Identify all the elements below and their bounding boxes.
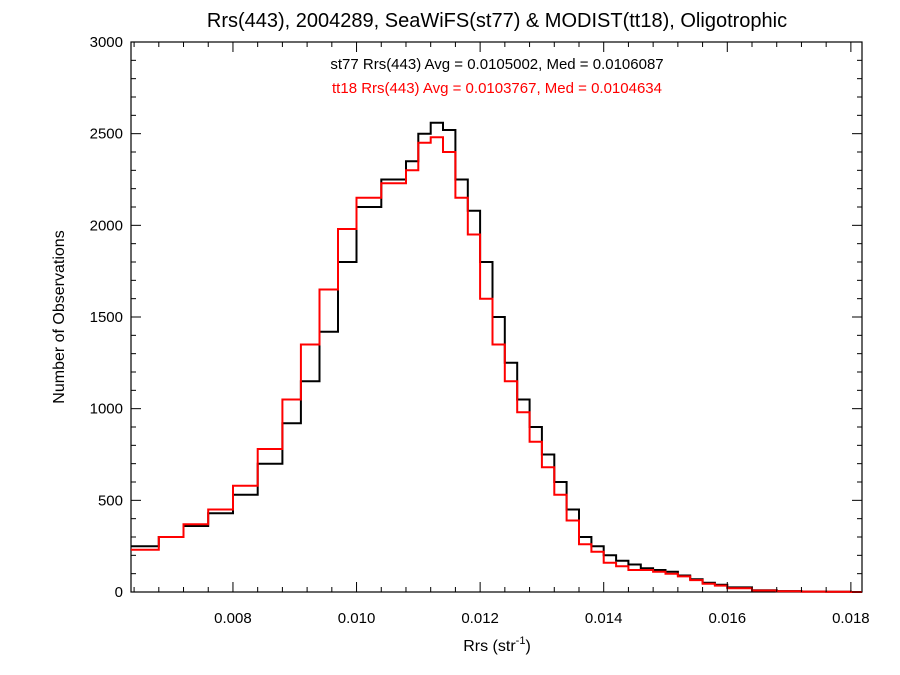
x-tick-label: 0.008 (214, 610, 252, 627)
y-axis-label: Number of Observations (51, 230, 68, 403)
y-tick-label: 2000 (90, 217, 123, 234)
series-layer (131, 121, 862, 593)
x-tick-label: 0.018 (832, 610, 870, 627)
x-tick-label: 0.016 (709, 610, 747, 627)
y-tick-label: 0 (115, 584, 123, 601)
x-axis-label-main: Rrs (str (463, 638, 516, 655)
y-tick-label: 500 (98, 492, 123, 509)
y-tick-label: 3000 (90, 34, 123, 51)
y-tick-label: 1500 (90, 309, 123, 326)
x-axis-label-sup: -1 (516, 635, 526, 647)
series-line-1 (131, 136, 862, 593)
axis-ticks: 0.008 0.010 0.012 0.014 0.016 0.018 0 500 1000 15… (90, 34, 870, 627)
x-axis-label: Rrs (str-1) (463, 635, 531, 655)
annotation-st77: st77 Rrs(443) Avg = 0.0105002, Med = 0.0… (330, 56, 663, 73)
y-tick-label: 2500 (90, 126, 123, 143)
x-tick-label: 0.014 (585, 610, 623, 627)
annotation-tt18: tt18 Rrs(443) Avg = 0.0103767, Med = 0.0… (332, 80, 662, 97)
y-tick-label: 1000 (90, 401, 123, 418)
plot-area: 0.008 0.010 0.012 0.014 0.016 0.018 0 500 1000 15… (90, 34, 870, 627)
series-line-0 (131, 121, 862, 593)
x-tick-label: 0.010 (338, 610, 376, 627)
chart-title: Rrs(443), 2004289, SeaWiFS(st77) & MODIS… (207, 10, 787, 32)
x-tick-label: 0.012 (461, 610, 499, 627)
x-axis-label-end: ) (525, 638, 530, 655)
